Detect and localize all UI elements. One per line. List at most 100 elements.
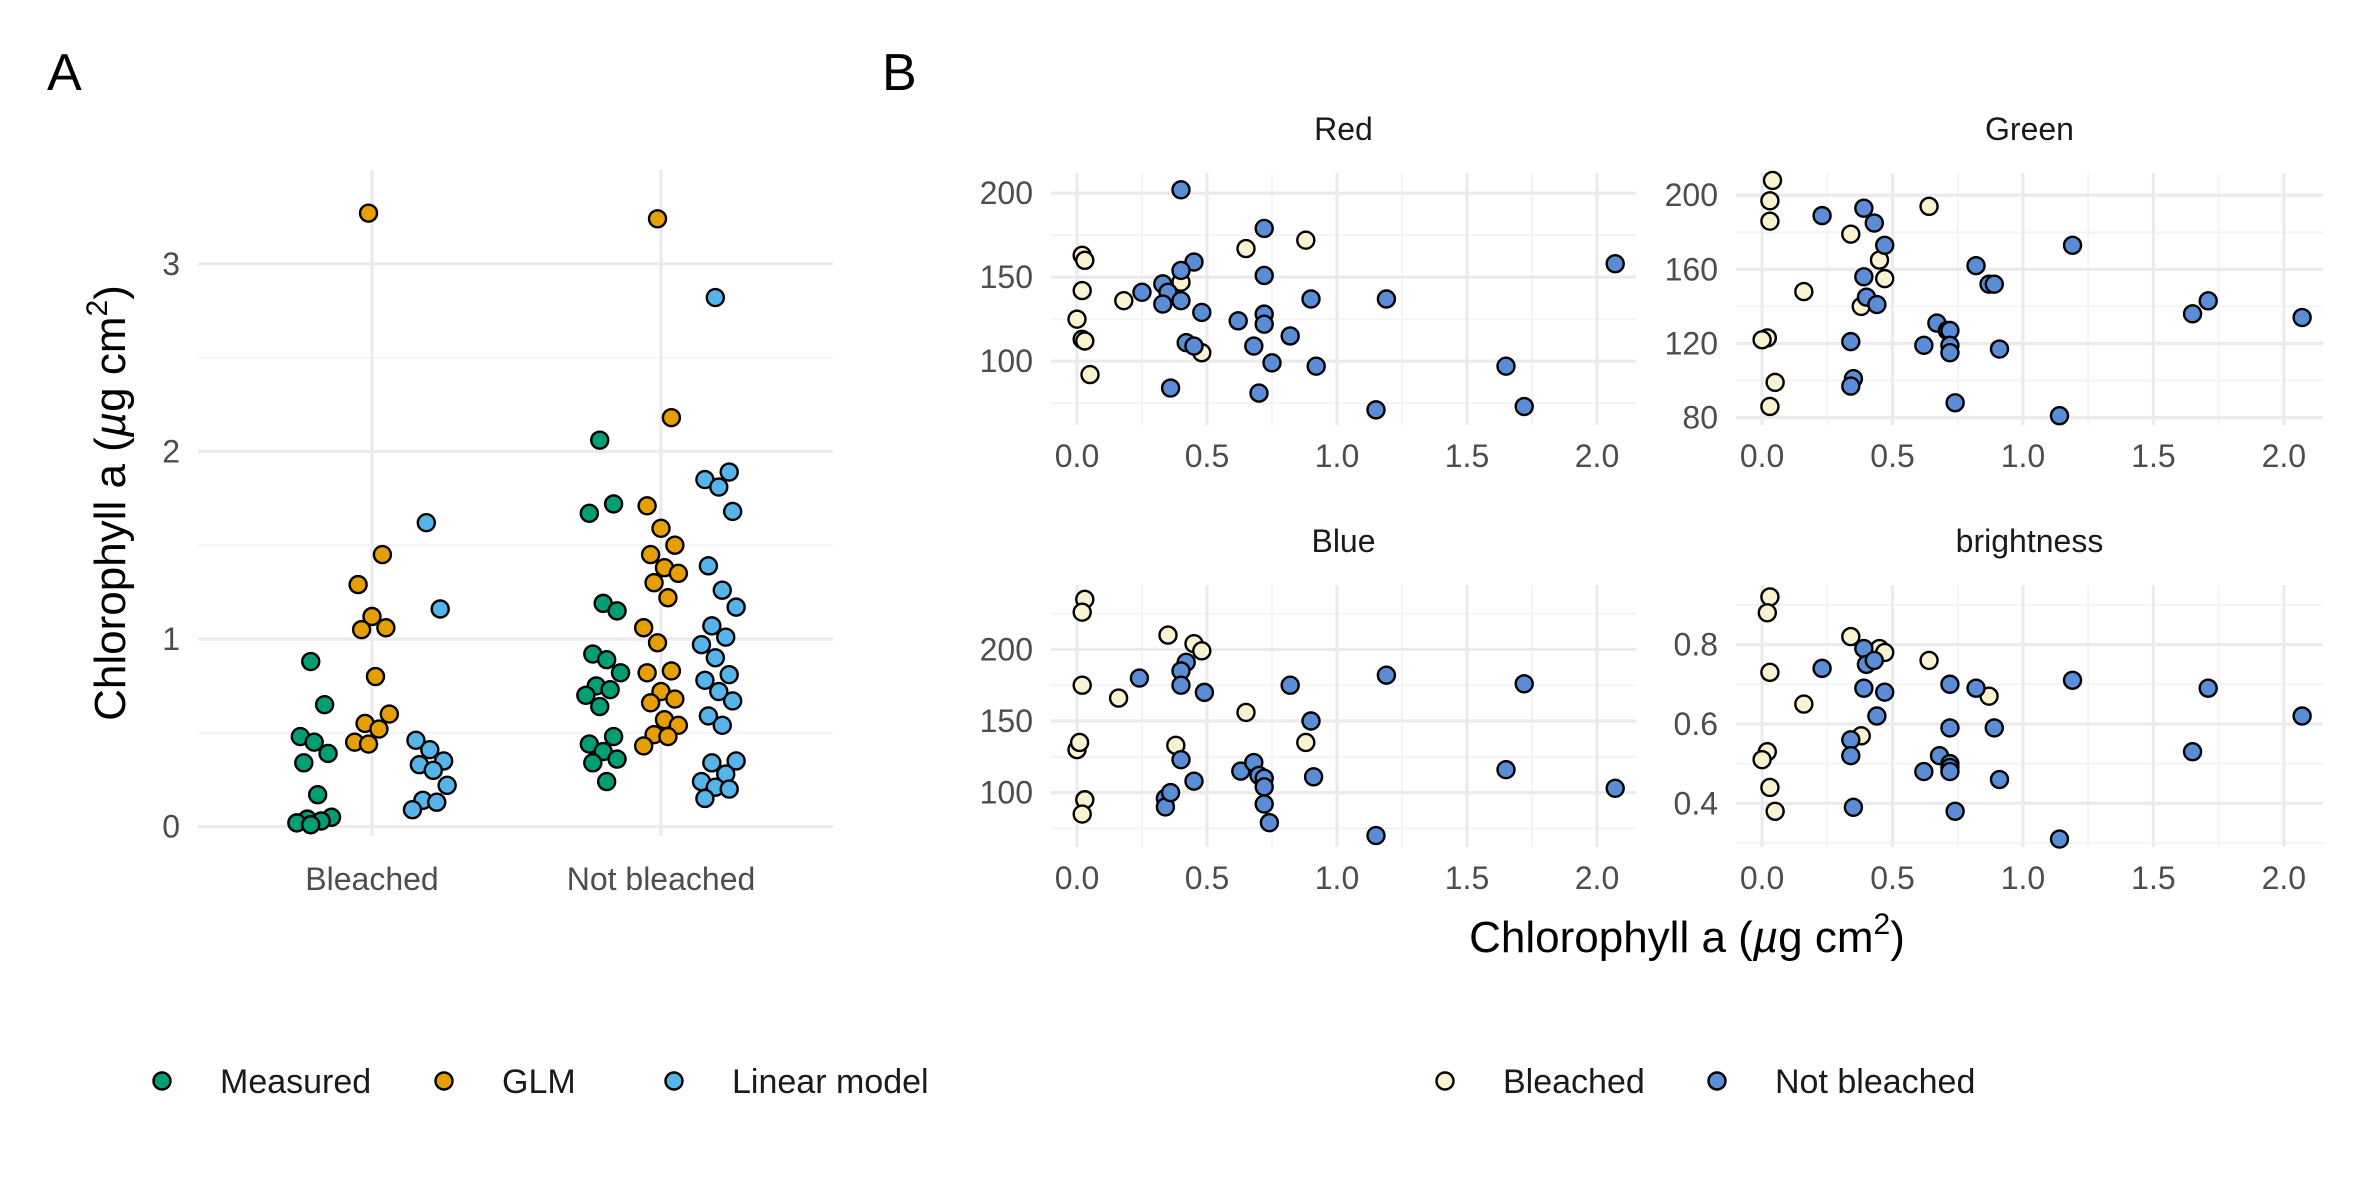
- data-point: [1945, 801, 1965, 821]
- data-point: [1069, 732, 1090, 753]
- data-point: [603, 494, 624, 514]
- data-point: [427, 792, 447, 812]
- data-point: [406, 730, 426, 751]
- data-point: [698, 556, 719, 576]
- x-tick-label: 0.5: [1870, 438, 1914, 474]
- data-point: [600, 679, 620, 700]
- y-tick-label: 150: [980, 703, 1033, 739]
- data-point: [1919, 650, 1939, 671]
- axis-title-part: ): [1890, 913, 1905, 962]
- data-point: [1254, 265, 1274, 286]
- y-tick-label: 3: [162, 246, 180, 282]
- data-point: [647, 209, 668, 229]
- data-point: [2182, 742, 2203, 762]
- y-tick-label: 200: [980, 631, 1033, 667]
- data-point: [583, 753, 603, 773]
- data-point: [1072, 675, 1092, 695]
- legend-key: [1435, 1071, 1455, 1091]
- data-point: [603, 726, 624, 747]
- axis-title-part: ): [86, 285, 135, 300]
- data-point: [1280, 326, 1300, 346]
- data-point: [1605, 778, 1625, 799]
- series-not-bleached: [1812, 198, 2312, 426]
- data-point: [709, 681, 729, 702]
- data-point: [376, 618, 396, 638]
- data-point: [637, 663, 657, 683]
- legend-label: Measured: [220, 1063, 371, 1101]
- legend-label: Not bleached: [1775, 1063, 1975, 1101]
- data-point: [1301, 711, 1321, 731]
- data-point: [633, 736, 654, 756]
- data-point: [1249, 383, 1269, 403]
- data-point: [1376, 289, 1397, 309]
- legend-key: [664, 1071, 684, 1091]
- data-point: [1854, 198, 1874, 218]
- data-point: [1867, 294, 1887, 315]
- panel-a-legend: Measured GLM Linear model: [152, 1063, 929, 1101]
- x-tick-label: 0.5: [1185, 438, 1229, 474]
- x-tick-label: Bleached: [305, 861, 438, 897]
- legend-key: [1707, 1071, 1727, 1091]
- series-linear-model: [402, 287, 746, 820]
- data-point: [1752, 330, 1772, 350]
- x-tick-label: 0.0: [1055, 438, 1099, 474]
- x-tick-label: 2.0: [2262, 860, 2306, 896]
- data-point: [1254, 777, 1274, 797]
- panel-b-legend: Bleached Not bleached: [1435, 1063, 1975, 1101]
- data-point: [1108, 688, 1129, 708]
- data-point: [294, 753, 314, 773]
- data-point: [1841, 376, 1861, 396]
- series-bleached: [1067, 230, 1316, 385]
- data-point: [318, 743, 338, 764]
- x-tick-label: 1.5: [1445, 438, 1489, 474]
- data-point: [1160, 782, 1181, 803]
- series-measured: [287, 430, 631, 835]
- data-point: [661, 661, 682, 681]
- legend-key: [434, 1071, 454, 1091]
- data-point: [637, 496, 657, 516]
- data-point: [1244, 336, 1264, 356]
- data-point: [1605, 254, 1625, 274]
- x-tick-label: 0.5: [1185, 860, 1229, 896]
- data-point: [1514, 396, 1534, 417]
- data-point: [1366, 400, 1386, 420]
- data-point: [2062, 235, 2083, 255]
- data-point: [369, 719, 389, 739]
- data-point: [1080, 364, 1100, 385]
- data-point: [596, 649, 617, 670]
- data-point: [1760, 396, 1780, 417]
- facet-blue: 0.0 0.5 1.0 1.5 2.0 100 150 200 Blue: [980, 523, 1636, 896]
- y-tick-label: 120: [1665, 325, 1718, 361]
- data-point: [416, 512, 437, 533]
- data-point: [726, 751, 746, 771]
- x-tick-label: 1.5: [2131, 438, 2175, 474]
- axis-title-part: g cm: [1778, 913, 1873, 962]
- y-tick-label: 100: [980, 343, 1033, 379]
- x-tick-label: 1.0: [2001, 860, 2045, 896]
- y-tick-label: 80: [1682, 400, 1718, 436]
- y-tick-label: 0: [162, 809, 180, 845]
- x-tick-label: 0.0: [1740, 438, 1784, 474]
- axis-title-part: Chlorophyll a (: [86, 437, 135, 721]
- y-tick-label: 2: [162, 433, 180, 469]
- x-tick-label: 0.0: [1740, 860, 1784, 896]
- data-point: [1875, 268, 1895, 289]
- data-point: [1752, 749, 1772, 770]
- data-point: [607, 601, 627, 621]
- data-point: [1966, 255, 1986, 276]
- series-bleached: [1752, 587, 1999, 821]
- data-point: [1812, 205, 1832, 226]
- y-tick-label: 100: [980, 775, 1033, 811]
- legend-label: Linear model: [732, 1063, 929, 1101]
- x-tick-label: 1.0: [1315, 438, 1359, 474]
- data-point: [590, 696, 610, 717]
- data-point: [1945, 393, 1965, 413]
- data-point: [1864, 650, 1884, 671]
- data-point: [1192, 641, 1212, 661]
- data-point: [2198, 678, 2218, 698]
- data-point: [1303, 767, 1324, 787]
- data-point: [702, 753, 722, 773]
- data-point: [596, 771, 617, 792]
- data-point: [1160, 378, 1181, 398]
- data-point: [1114, 290, 1134, 311]
